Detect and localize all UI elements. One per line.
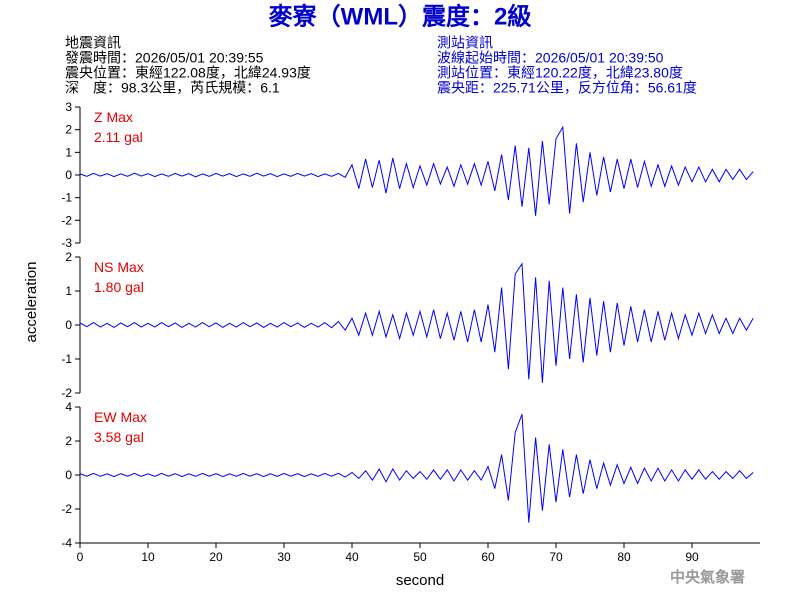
x-tick-label: 60 <box>481 550 495 564</box>
x-tick-label: 40 <box>345 550 359 564</box>
panel-max: 3.58 gal <box>94 429 144 445</box>
y-tick-label: -2 <box>61 213 72 227</box>
y-tick-label: -2 <box>61 386 72 400</box>
y-tick-label: 0 <box>65 318 72 332</box>
x-tick-label: 20 <box>209 550 223 564</box>
waveform <box>79 125 754 216</box>
station-info: 波線起始時間：2026/05/01 20:39:50 <box>437 50 664 66</box>
y-tick-label: 2 <box>65 250 72 264</box>
x-tick-label: 70 <box>549 550 563 564</box>
panel-label: NS Max <box>94 259 144 275</box>
panel-max: 2.11 gal <box>94 129 143 145</box>
y-tick-label: -1 <box>61 352 72 366</box>
x-axis-label: second <box>396 572 444 589</box>
title: 麥寮（WML）震度：2級 <box>268 2 532 30</box>
event-info: 震央位置：東經122.08度，北緯24.93度 <box>65 65 311 81</box>
x-tick-label: 80 <box>617 550 631 564</box>
y-tick-label: 2 <box>65 434 72 448</box>
footer: 中央氣象署 <box>670 568 745 586</box>
event-info: 深 度：98.3公里，芮氏規模：6.1 <box>65 80 280 96</box>
y-tick-label: -2 <box>61 502 72 516</box>
y-axis-label: acceleration <box>23 262 40 343</box>
event-info: 地震資訊 <box>65 35 121 51</box>
x-tick-label: 50 <box>413 550 427 564</box>
x-tick-label: 90 <box>685 550 699 564</box>
panel-label: EW Max <box>94 409 147 425</box>
panel-max: 1.80 gal <box>94 279 144 295</box>
station-info: 測站位置：東經120.22度，北緯23.80度 <box>437 65 683 81</box>
y-tick-label: -4 <box>61 536 72 550</box>
waveform <box>79 413 754 523</box>
station-info: 震央距：225.71公里，反方位角：56.61度 <box>437 80 697 96</box>
y-tick-label: 1 <box>65 145 72 159</box>
x-tick-label: 10 <box>141 550 155 564</box>
y-tick-label: 1 <box>65 284 72 298</box>
panel-label: Z Max <box>94 109 133 125</box>
station-info: 測站資訊 <box>437 35 493 51</box>
event-info: 發震時間：2026/05/01 20:39:55 <box>65 50 264 66</box>
y-tick-label: 0 <box>65 468 72 482</box>
y-tick-label: 0 <box>65 168 72 182</box>
y-tick-label: 2 <box>65 123 72 137</box>
y-tick-label: 3 <box>65 100 72 114</box>
y-tick-label: -1 <box>61 191 72 205</box>
waveform <box>79 262 754 383</box>
x-tick-label: 30 <box>277 550 291 564</box>
x-tick-label: 0 <box>77 550 84 564</box>
y-tick-label: -3 <box>61 236 72 250</box>
y-tick-label: 4 <box>65 400 72 414</box>
